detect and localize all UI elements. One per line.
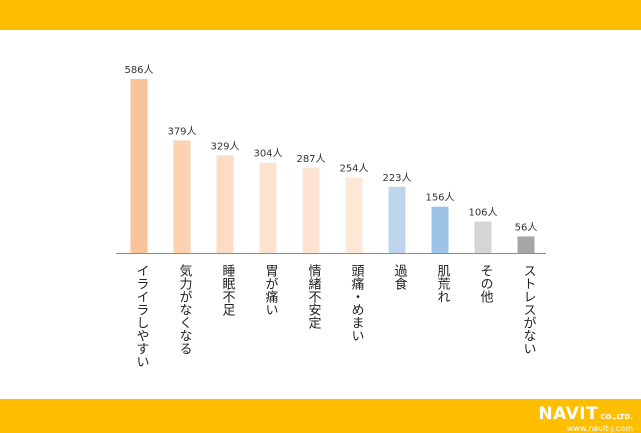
bar xyxy=(517,236,535,253)
bar xyxy=(173,140,191,253)
category-label: イライラしやすい xyxy=(134,264,150,368)
data-label: 379人 xyxy=(167,125,196,137)
logo-company: CO.,LTD. xyxy=(600,413,633,421)
bar xyxy=(259,162,277,253)
category-label: 情緒不安定 xyxy=(306,264,322,330)
bar xyxy=(302,167,320,253)
bottom-banner xyxy=(0,399,641,433)
data-label: 254人 xyxy=(339,163,368,175)
data-label: 329人 xyxy=(210,140,239,152)
data-label: 56人 xyxy=(515,221,538,233)
data-label: 223人 xyxy=(382,172,411,184)
category-label: その他 xyxy=(478,264,494,304)
bar xyxy=(474,221,492,253)
category-label: 過食 xyxy=(392,264,408,290)
logo-brand: NAVIT xyxy=(538,404,599,424)
bar xyxy=(388,186,406,253)
category-label: 睡眠不足 xyxy=(220,264,236,317)
category-label: ストレスがない xyxy=(521,264,537,355)
data-label: 304人 xyxy=(253,148,282,160)
category-label: 胃が痛い xyxy=(263,264,279,316)
data-label: 586人 xyxy=(124,64,153,76)
navit-logo: NAVIT CO.,LTD. www.navit-j.com xyxy=(525,404,633,433)
data-label: 106人 xyxy=(468,207,497,219)
category-label: 気力がなくなる xyxy=(177,263,193,355)
logo-url: www.navit-j.com xyxy=(566,424,633,433)
bar xyxy=(130,79,148,253)
bar xyxy=(431,206,449,253)
data-label: 156人 xyxy=(425,192,454,204)
category-label: 肌荒れ xyxy=(435,264,451,303)
top-banner xyxy=(0,0,641,30)
category-label: 頭痛・めまい xyxy=(349,264,365,342)
bar xyxy=(216,155,234,253)
data-label: 287人 xyxy=(296,153,325,165)
bar xyxy=(345,177,363,253)
